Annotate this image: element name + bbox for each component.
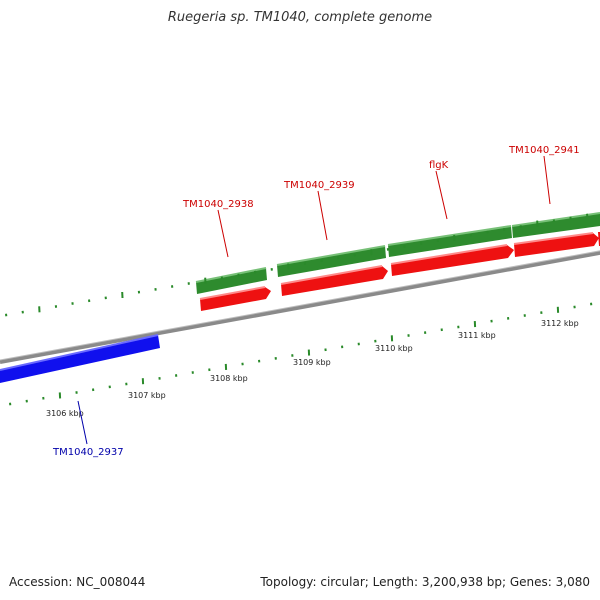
leader-tm1040-2939 <box>317 190 328 241</box>
gene-bar-flgk[interactable] <box>388 226 512 257</box>
tick-label: 3107 kbp <box>128 391 166 400</box>
genome-backbone-highlight <box>0 250 600 361</box>
gene-label-tm1040-2937[interactable]: TM1040_2937 <box>52 447 124 458</box>
cds-arrow-tm1040-2941[interactable] <box>514 233 599 257</box>
gene-label-tm1040-2941[interactable]: TM1040_2941 <box>508 145 580 156</box>
leader-tm1040-2941 <box>543 155 551 205</box>
tick-label: 3108 kbp <box>210 374 248 383</box>
gene-label-tm1040-2938[interactable]: TM1040_2938 <box>182 199 254 210</box>
gene-bar-tm1040-2937[interactable] <box>0 335 160 383</box>
topology-text: Topology: circular; Length: 3,200,938 bp… <box>260 575 590 589</box>
cds-arrow-edge <box>513 232 594 245</box>
gene-bar-edge <box>511 212 600 227</box>
cds-arrow-tm1040-2938[interactable] <box>200 287 271 311</box>
cds-arrow-edge <box>199 286 266 300</box>
forward-gene-bars <box>195 212 600 294</box>
gene-bar-edge <box>195 267 267 283</box>
cds-arrows <box>199 232 600 311</box>
lower-tick-row <box>9 302 593 406</box>
cds-arrow-tm1040-2939[interactable] <box>281 266 388 296</box>
gene-bar-edge <box>276 245 386 266</box>
leader-flgk <box>435 170 448 220</box>
cds-arrow-edge <box>280 265 383 285</box>
tick-label: 3110 kbp <box>375 344 413 353</box>
upper-tick-row <box>5 213 589 317</box>
leader-tm1040-2938 <box>217 209 229 258</box>
genome-backbone <box>0 250 600 364</box>
leader-tm1040-2937 <box>77 400 88 445</box>
gene-label-flgk[interactable]: flgK <box>429 160 449 171</box>
cds-arrow-flgk[interactable] <box>391 245 514 276</box>
gene-bar-tm1040-2938[interactable] <box>196 268 267 294</box>
gene-bar-edge <box>387 225 512 246</box>
gene-bar-tm1040-2939[interactable] <box>277 246 386 277</box>
tick-label: 3109 kbp <box>293 358 331 367</box>
gene-label-tm1040-2939[interactable]: TM1040_2939 <box>283 180 355 191</box>
cds-arrow-edge <box>390 244 508 265</box>
tick-labels: 3106 kbp 3107 kbp 3108 kbp 3109 kbp 3110… <box>46 319 579 418</box>
gene-labels: TM1040_2937 TM1040_2938 TM1040_2939 flgK… <box>52 145 580 458</box>
gene-bar-tm1040-2941[interactable] <box>512 213 600 238</box>
tick-label: 3112 kbp <box>541 319 579 328</box>
gene-label-leaders <box>77 155 551 445</box>
tick-label: 3106 kbp <box>46 409 84 418</box>
map-title: Ruegeria sp. TM1040, complete genome <box>167 10 433 25</box>
gene-bar-tm1040-2937-edge <box>0 334 159 371</box>
tick-label: 3111 kbp <box>458 331 496 340</box>
accession-text: Accession: NC_008044 <box>9 575 146 589</box>
